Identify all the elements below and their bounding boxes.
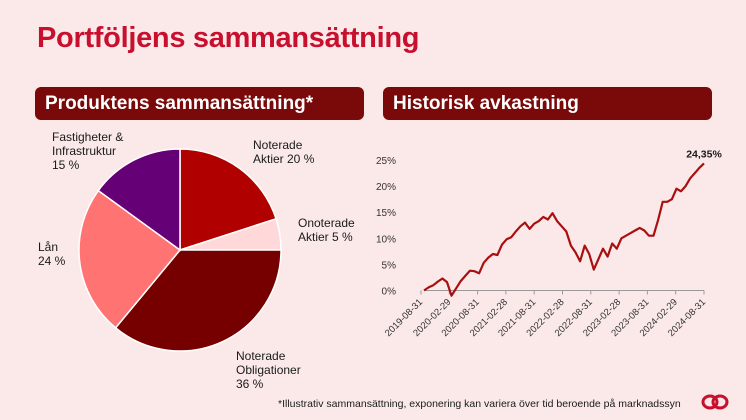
pie-label-line: Noterade (236, 349, 286, 363)
page-title: Portföljens sammansättning (37, 22, 420, 54)
line-section-header: Historisk avkastning (383, 87, 712, 120)
pie-label-line: Lån (38, 240, 59, 254)
pie-slice-4 (97, 148, 181, 252)
y-tick-label: 15% (376, 208, 396, 219)
pie-slice-2 (114, 249, 282, 352)
footnote: *Illustrativ sammansättning, exponering … (278, 398, 681, 410)
pie-label-noterade-aktier: Noterade Aktier 20 % (253, 138, 314, 166)
line-chart: 0%5%10%15%20%25%2019-08-312020-02-292020… (376, 148, 722, 339)
pie-label-line: 15 % (52, 158, 80, 172)
pie-label-line: Fastigheter & (52, 130, 124, 144)
pie-label-line: Aktier 20 % (253, 152, 315, 166)
y-tick-label: 25% (376, 156, 396, 167)
pie-label-line: Aktier 5 % (298, 230, 353, 244)
y-tick-label: 0% (382, 287, 397, 298)
pie-label-noterade-obligationer: Noterade Obligationer 36 % (236, 349, 301, 391)
pie-slice-0 (179, 148, 278, 252)
pie-label-line: Obligationer (236, 363, 301, 377)
y-tick-label: 10% (376, 234, 396, 245)
pie-slice-3 (78, 189, 182, 329)
pie-label-line: Onoterade (298, 216, 355, 230)
pie-section-header: Produktens sammansättning* (35, 87, 364, 120)
pie-chart (78, 148, 282, 352)
pie-label-onoterade-aktier: Onoterade Aktier 5 % (298, 216, 355, 244)
return-series-line (423, 162, 705, 297)
pie-label-line: 24 % (38, 254, 66, 268)
end-value-label: 24,35% (686, 148, 722, 160)
pie-label-line: 36 % (236, 377, 264, 391)
brand-logo-icon (700, 391, 730, 418)
y-tick-label: 20% (376, 182, 396, 193)
y-tick-label: 5% (382, 260, 397, 271)
pie-label-lan: Lån 24 % (38, 240, 65, 268)
pie-label-line: Noterade (253, 138, 303, 152)
pie-label-fastigheter: Fastigheter & Infrastruktur 15 % (52, 130, 123, 172)
pie-label-line: Infrastruktur (52, 144, 117, 158)
